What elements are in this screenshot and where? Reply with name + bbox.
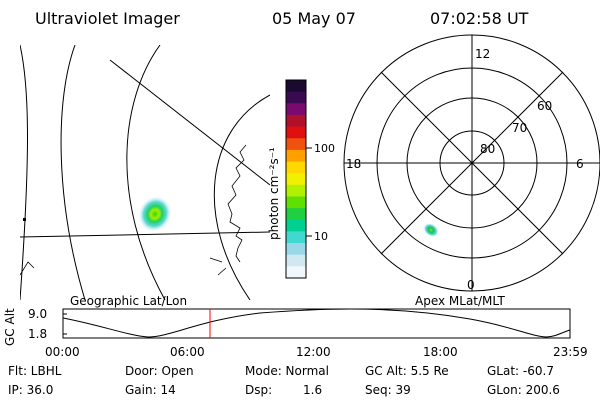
info-ip: IP: 36.0 (8, 383, 53, 397)
polar-plot (343, 34, 600, 292)
mlat-label-80: 80 (480, 142, 495, 156)
colorbar-swatch (286, 208, 306, 221)
mlat-label-60: 60 (537, 99, 552, 113)
info-seq: Seq: 39 (365, 383, 411, 397)
info-filter: Flt: LBHL (8, 364, 62, 378)
info-mode: Mode: Normal (245, 364, 329, 378)
geographic-map (20, 45, 270, 300)
colorbar (286, 80, 306, 279)
auroral-emission-map (138, 196, 172, 232)
mlt-label-12: 12 (475, 47, 490, 61)
alt-axis-label: GC Alt (3, 308, 17, 346)
polar-caption: Apex MLat/MLT (415, 294, 505, 308)
info-gain: Gain: 14 (125, 383, 176, 397)
info-glon: GLon: 200.6 (487, 383, 560, 397)
info-dsp-value: 1.6 (303, 383, 322, 397)
x-tick-label-1800: 18:00 (423, 345, 458, 359)
colorbar-swatch (286, 231, 306, 244)
colorbar-swatch (286, 219, 306, 233)
colorbar-swatch (286, 138, 306, 151)
info-dsp: Dsp: (245, 383, 272, 397)
mlt-label-18: 18 (346, 157, 361, 171)
x-tick-label-0000: 00:00 (45, 345, 80, 359)
colorbar-swatch (286, 149, 306, 163)
x-tick-label-0600: 06:00 (170, 345, 205, 359)
info-glat: GLat: -60.7 (487, 364, 554, 378)
colorbar-frame (285, 79, 307, 279)
instrument-title: Ultraviolet Imager (35, 9, 180, 28)
altitude-plot-frame (62, 308, 571, 339)
x-tick-label-2359: 23:59 (553, 345, 588, 359)
colorbar-swatch (286, 243, 306, 256)
altitude-curve (62, 308, 571, 338)
date-label: 05 May 07 (272, 9, 356, 28)
colorbar-swatch (286, 161, 306, 174)
mlat-label-70: 70 (512, 121, 527, 135)
colorbar-swatch (286, 184, 306, 198)
colorbar-swatch (286, 103, 306, 116)
mlt-label-6: 6 (576, 157, 584, 171)
map-caption: Geographic Lat/Lon (70, 294, 187, 308)
colorbar-swatch (286, 266, 306, 279)
x-tick-label-1200: 12:00 (296, 345, 331, 359)
colorbar-swatch (286, 80, 306, 93)
colorbar-swatch (286, 91, 306, 104)
map-point (23, 218, 26, 221)
time-label: 07:02:58 UT (430, 9, 529, 28)
colorbar-tick-label-10: 10 (314, 230, 328, 243)
colorbar-swatch (286, 173, 306, 186)
colorbar-tick-label-100: 100 (314, 142, 335, 155)
mlt-label-0: 0 (467, 278, 475, 292)
info-door: Door: Open (125, 364, 194, 378)
colorbar-swatch (286, 114, 306, 128)
colorbar-swatch (286, 126, 306, 139)
alt-tick-label-9: 9.0 (28, 307, 47, 321)
altitude-plot (62, 308, 571, 339)
colorbar-swatch (286, 254, 306, 267)
auroral-emission-polar (423, 223, 439, 237)
alt-tick-label-1-8: 1.8 (28, 327, 47, 341)
info-gc-alt: GC Alt: 5.5 Re (365, 364, 449, 378)
colorbar-swatch (286, 196, 306, 209)
colorbar-axis-label: photon cm⁻²s⁻¹ (267, 147, 281, 240)
